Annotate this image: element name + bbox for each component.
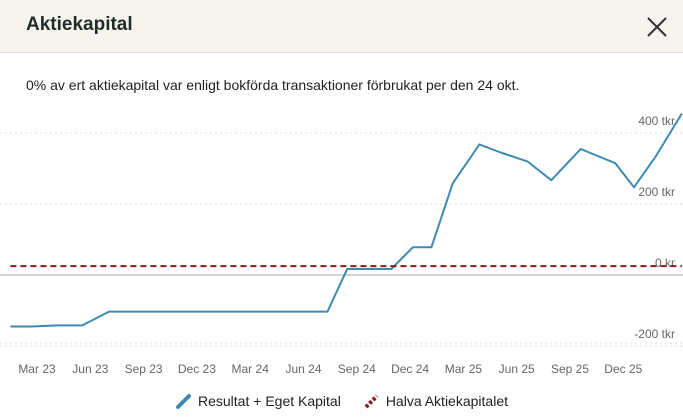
close-button[interactable] — [643, 13, 671, 41]
x-tick-label: Mar 25 — [445, 362, 483, 376]
x-tick-label: Jun 24 — [285, 362, 321, 376]
x-tick-label: Dec 25 — [604, 362, 642, 376]
x-tick-label: Mar 23 — [18, 362, 56, 376]
legend-label-reference: Halva Aktiekapitalet — [385, 393, 508, 409]
dialog-title: Aktiekapital — [26, 14, 133, 35]
y-tick-label: -200 tkr — [634, 327, 675, 341]
legend-label-series: Resultat + Eget Kapital — [198, 393, 341, 409]
y-tick-label: 200 tkr — [638, 185, 675, 199]
x-tick-label: Sep 24 — [338, 362, 376, 376]
legend-item-reference[interactable]: Halva Aktiekapitalet — [363, 390, 508, 412]
legend-line-swatch-icon — [176, 394, 191, 409]
close-icon — [647, 17, 667, 37]
x-tick-label: Dec 23 — [178, 362, 216, 376]
x-tick-label: Sep 25 — [551, 362, 589, 376]
x-tick-label: Sep 23 — [125, 362, 163, 376]
dialog-description: 0% av ert aktiekapital var enligt bokför… — [26, 77, 520, 93]
line-chart: 400 tkr 200 tkr 0 kr -200 tkr Mar 23 Jun 23 Se… — [0, 112, 683, 376]
y-tick-label: 400 tkr — [638, 114, 675, 128]
y-tick-label: 0 kr — [655, 256, 675, 270]
equity-line-series — [10, 112, 683, 328]
x-tick-label: Jun 23 — [72, 362, 108, 376]
x-tick-label: Jun 25 — [499, 362, 535, 376]
chart-legend: Resultat + Eget Kapital Halva Aktiekapit… — [0, 390, 683, 412]
legend-dashed-swatch-icon — [364, 394, 379, 409]
x-tick-label: Dec 24 — [391, 362, 429, 376]
legend-item-series[interactable]: Resultat + Eget Kapital — [175, 390, 341, 412]
x-tick-label: Mar 24 — [232, 362, 270, 376]
dialog-header: Aktiekapital — [0, 0, 683, 53]
